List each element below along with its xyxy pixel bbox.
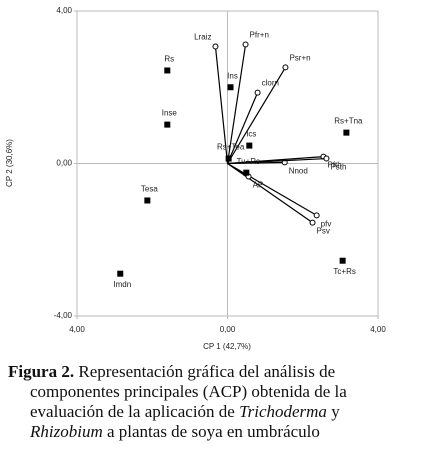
point (164, 67, 171, 74)
vector-label: Nnod (289, 166, 308, 175)
point (243, 169, 250, 176)
point (227, 84, 234, 91)
point-label: Ins (227, 71, 238, 80)
vector-label: Pfr+n (250, 31, 269, 40)
point (117, 270, 124, 277)
point-label: Imdn (113, 280, 131, 289)
caption: Figura 2. Representación gráfica del aná… (8, 362, 413, 442)
y-axis-title: CP 2 (30,6%) (5, 139, 14, 187)
loading-vector (226, 92, 259, 164)
caption-text: a plantas de soya en umbráculo (102, 422, 320, 441)
x-tick-label: 0,00 (220, 325, 236, 334)
vector-label: pfv (321, 219, 332, 228)
point-label: Rs (164, 55, 174, 64)
point-label: Tc+Rs (333, 267, 355, 276)
point (164, 121, 171, 128)
caption-italic: Trichoderma (239, 402, 327, 421)
point (246, 142, 253, 149)
vector-label: Lraiz (194, 33, 211, 42)
x-tick-label: 4,00 (69, 325, 85, 334)
caption-label: Figura 2. (8, 362, 75, 381)
point (144, 197, 151, 204)
caption-text: y (326, 402, 340, 421)
point (339, 257, 346, 264)
loading-vector (227, 157, 327, 165)
point-label: Ics (246, 130, 256, 139)
vector-label: Psv (317, 227, 330, 236)
caption-italic: Rhizobium (30, 422, 103, 441)
vector-tip (254, 89, 261, 96)
point (225, 155, 232, 162)
loading-vector (227, 163, 313, 224)
vector-tip (282, 64, 289, 71)
loading-vector (226, 44, 247, 164)
y-tick-label: -4,00 (54, 311, 73, 320)
loading-vector (226, 67, 286, 164)
vector-tip (242, 41, 249, 48)
point-label: Tu+Rs (237, 157, 261, 166)
caption-text: Representación gráfica del análisis de c… (30, 362, 347, 421)
vector-tip (309, 219, 316, 226)
vector-label: clorn (262, 79, 279, 88)
y-tick-label: 4,00 (56, 6, 72, 15)
point-label: Rs+Tea (217, 143, 245, 152)
vector-tip (313, 212, 320, 219)
vector-tip (323, 155, 330, 162)
point-label: Tesa (141, 185, 158, 194)
vector-label: Psth (330, 163, 346, 172)
loading-vector (214, 46, 229, 164)
x-axis-title: CP 1 (42,7%) (203, 342, 251, 351)
point-label: Inse (162, 109, 178, 118)
vector-tip (212, 43, 219, 50)
y-tick-label: 0,00 (56, 159, 72, 168)
point (343, 129, 350, 136)
vector-label: Psr+n (289, 54, 310, 63)
vector-label: Pfth (327, 161, 341, 170)
x-tick-label: 4,00 (370, 325, 386, 334)
point-label: Rs+Tna (334, 117, 363, 126)
vector-label: AP (253, 181, 264, 190)
chart: CP 1 (42,7%) CP 2 (30,6%) 4,00 0,00 4,00 -4… (5, 6, 386, 351)
